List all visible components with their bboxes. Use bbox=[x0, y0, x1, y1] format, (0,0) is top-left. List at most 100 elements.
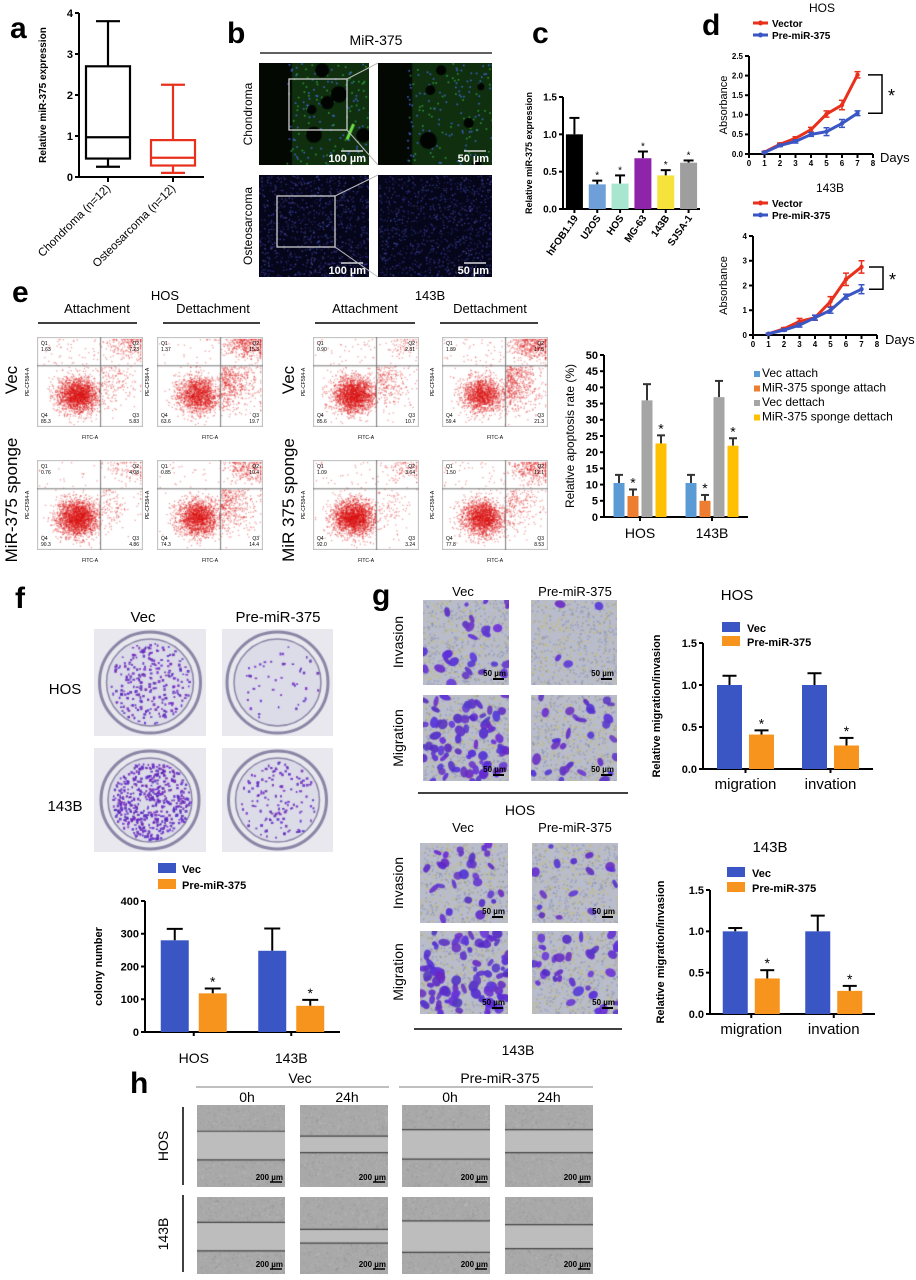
flow-cytometry-scatter bbox=[157, 337, 263, 427]
quadrant-value-q2: 12.1 bbox=[534, 470, 544, 476]
legend-label: Vector bbox=[772, 19, 803, 30]
time-label: 24h bbox=[537, 1089, 560, 1105]
quadrant-value-q1: 1.37 bbox=[161, 347, 171, 353]
scale-bar-label: 100 µm bbox=[328, 153, 366, 165]
time-label: 24h bbox=[335, 1089, 358, 1105]
significance-bracket bbox=[869, 266, 884, 290]
legend-swatch bbox=[754, 385, 760, 392]
x-tick-label: 6 bbox=[840, 159, 845, 168]
quadrant-value-q4: 59.4 bbox=[446, 419, 456, 425]
column-header: Vec bbox=[452, 584, 474, 599]
quadrant-value-q3: 3.24 bbox=[405, 542, 415, 548]
data-point bbox=[808, 127, 814, 132]
scale-bar-label: 50 µm bbox=[458, 153, 490, 165]
x-tick-label: HOS bbox=[605, 213, 627, 237]
data-point bbox=[843, 277, 849, 282]
quadrant-value-q2: 2.81 bbox=[405, 347, 415, 353]
flow-cytometry-scatter bbox=[37, 337, 143, 427]
legend-label: Pre-miR-375 bbox=[752, 883, 816, 895]
colony-plate-photo bbox=[222, 748, 333, 852]
significance-asterisk: * bbox=[844, 723, 850, 739]
quadrant-name: Q3 bbox=[132, 413, 139, 419]
y-tick-label: 25 bbox=[586, 431, 598, 443]
y-tick-label: 40 bbox=[586, 382, 598, 394]
bar bbox=[837, 990, 863, 1014]
y-tick-label: 0.5 bbox=[543, 167, 557, 178]
quadrant-name: Q1 bbox=[446, 341, 453, 347]
box bbox=[149, 139, 197, 167]
transwell-micrograph bbox=[423, 600, 509, 685]
bar bbox=[296, 1005, 325, 1032]
data-point bbox=[812, 315, 818, 320]
y-tick-label: 0.0 bbox=[732, 150, 744, 159]
transwell-micrograph bbox=[420, 843, 508, 923]
group-header: Pre-miR-375 bbox=[460, 1070, 540, 1086]
legend-swatch bbox=[754, 400, 760, 406]
x-tick-label: HOS bbox=[179, 1050, 209, 1066]
y-tick-label: 3 bbox=[67, 49, 73, 61]
legend-swatch bbox=[727, 867, 745, 877]
legend-label: Vec bbox=[182, 864, 201, 876]
quadrant-value-q1: 0.76 bbox=[41, 470, 51, 476]
group-label-143b: 143B bbox=[415, 288, 445, 303]
chart-title: HOS bbox=[721, 587, 754, 604]
data-point bbox=[828, 299, 833, 304]
row-label-hos: HOS bbox=[49, 681, 82, 698]
legend-label: Vec dettach bbox=[762, 395, 825, 409]
quadrant-name: Q1 bbox=[317, 464, 324, 470]
flow-cytometry-scatter bbox=[442, 337, 548, 427]
quadrant-value-q3: 21.3 bbox=[534, 419, 544, 425]
quadrant-value-q4: 90.3 bbox=[41, 542, 51, 548]
y-tick-label: 1.5 bbox=[689, 885, 704, 897]
y-tick-label: 35 bbox=[586, 398, 598, 410]
quadrant-name: Q4 bbox=[41, 536, 48, 542]
flow-cytometry-scatter bbox=[442, 460, 548, 550]
transwell-micrograph bbox=[531, 695, 617, 781]
quadrant-value-q3: 19.7 bbox=[249, 419, 259, 425]
colony-plate-photo bbox=[222, 629, 333, 736]
data-point bbox=[828, 308, 833, 313]
chart-title: 143B bbox=[816, 181, 844, 195]
quadrant-name: Q2 bbox=[408, 341, 415, 347]
quadrant-name: Q4 bbox=[446, 536, 453, 542]
significance-asterisk: * bbox=[702, 480, 708, 496]
scale-bar-label: 200 µm bbox=[256, 1173, 283, 1182]
quadrant-value-q3: 4.86 bbox=[129, 542, 139, 548]
bar bbox=[655, 443, 667, 517]
column-header: Attachment bbox=[64, 301, 130, 316]
y-tick-label: 0.5 bbox=[732, 130, 744, 139]
y-axis-label: Relative migration/invasion bbox=[651, 634, 663, 777]
x-tick-label: 7 bbox=[859, 340, 864, 349]
y-tick-label: 50 bbox=[586, 350, 598, 362]
x-tick-label: 143B bbox=[649, 213, 672, 239]
bar bbox=[634, 158, 652, 209]
scale-bar-label: 50 µm bbox=[458, 265, 490, 277]
significance-asterisk: * bbox=[687, 150, 691, 161]
y-tick-label: 0 bbox=[592, 512, 598, 524]
fluorescence-micrograph bbox=[259, 63, 369, 165]
quadrant-value-q1: 1.63 bbox=[41, 347, 51, 353]
x-tick-label: U2OS bbox=[579, 213, 604, 242]
group-label-143b: 143B bbox=[502, 1042, 535, 1058]
legend-marker bbox=[758, 212, 763, 218]
flow-x-axis-label: FITC-A bbox=[202, 435, 219, 441]
legend-marker bbox=[758, 20, 763, 26]
fluorescence-micrograph bbox=[378, 63, 492, 165]
data-point bbox=[793, 139, 798, 144]
y-tick-label: 5 bbox=[592, 496, 598, 508]
wound-healing-micrograph bbox=[197, 1105, 285, 1187]
data-point bbox=[839, 121, 845, 126]
quadrant-name: Q3 bbox=[537, 536, 544, 542]
fluorescence-micrograph bbox=[378, 175, 492, 277]
significance-asterisk: * bbox=[730, 423, 736, 439]
y-tick-label: 0.5 bbox=[682, 722, 697, 734]
scale-bar-label: 200 µm bbox=[461, 1173, 488, 1182]
quadrant-name: Q4 bbox=[41, 413, 48, 419]
row-label: Invasion bbox=[390, 857, 406, 909]
panel-b-title: MiR-375 bbox=[350, 32, 403, 48]
x-axis-label: Days bbox=[885, 332, 915, 347]
transwell-micrograph bbox=[532, 931, 618, 1014]
zoom-connector bbox=[346, 129, 379, 166]
legend-swatch bbox=[727, 882, 745, 892]
